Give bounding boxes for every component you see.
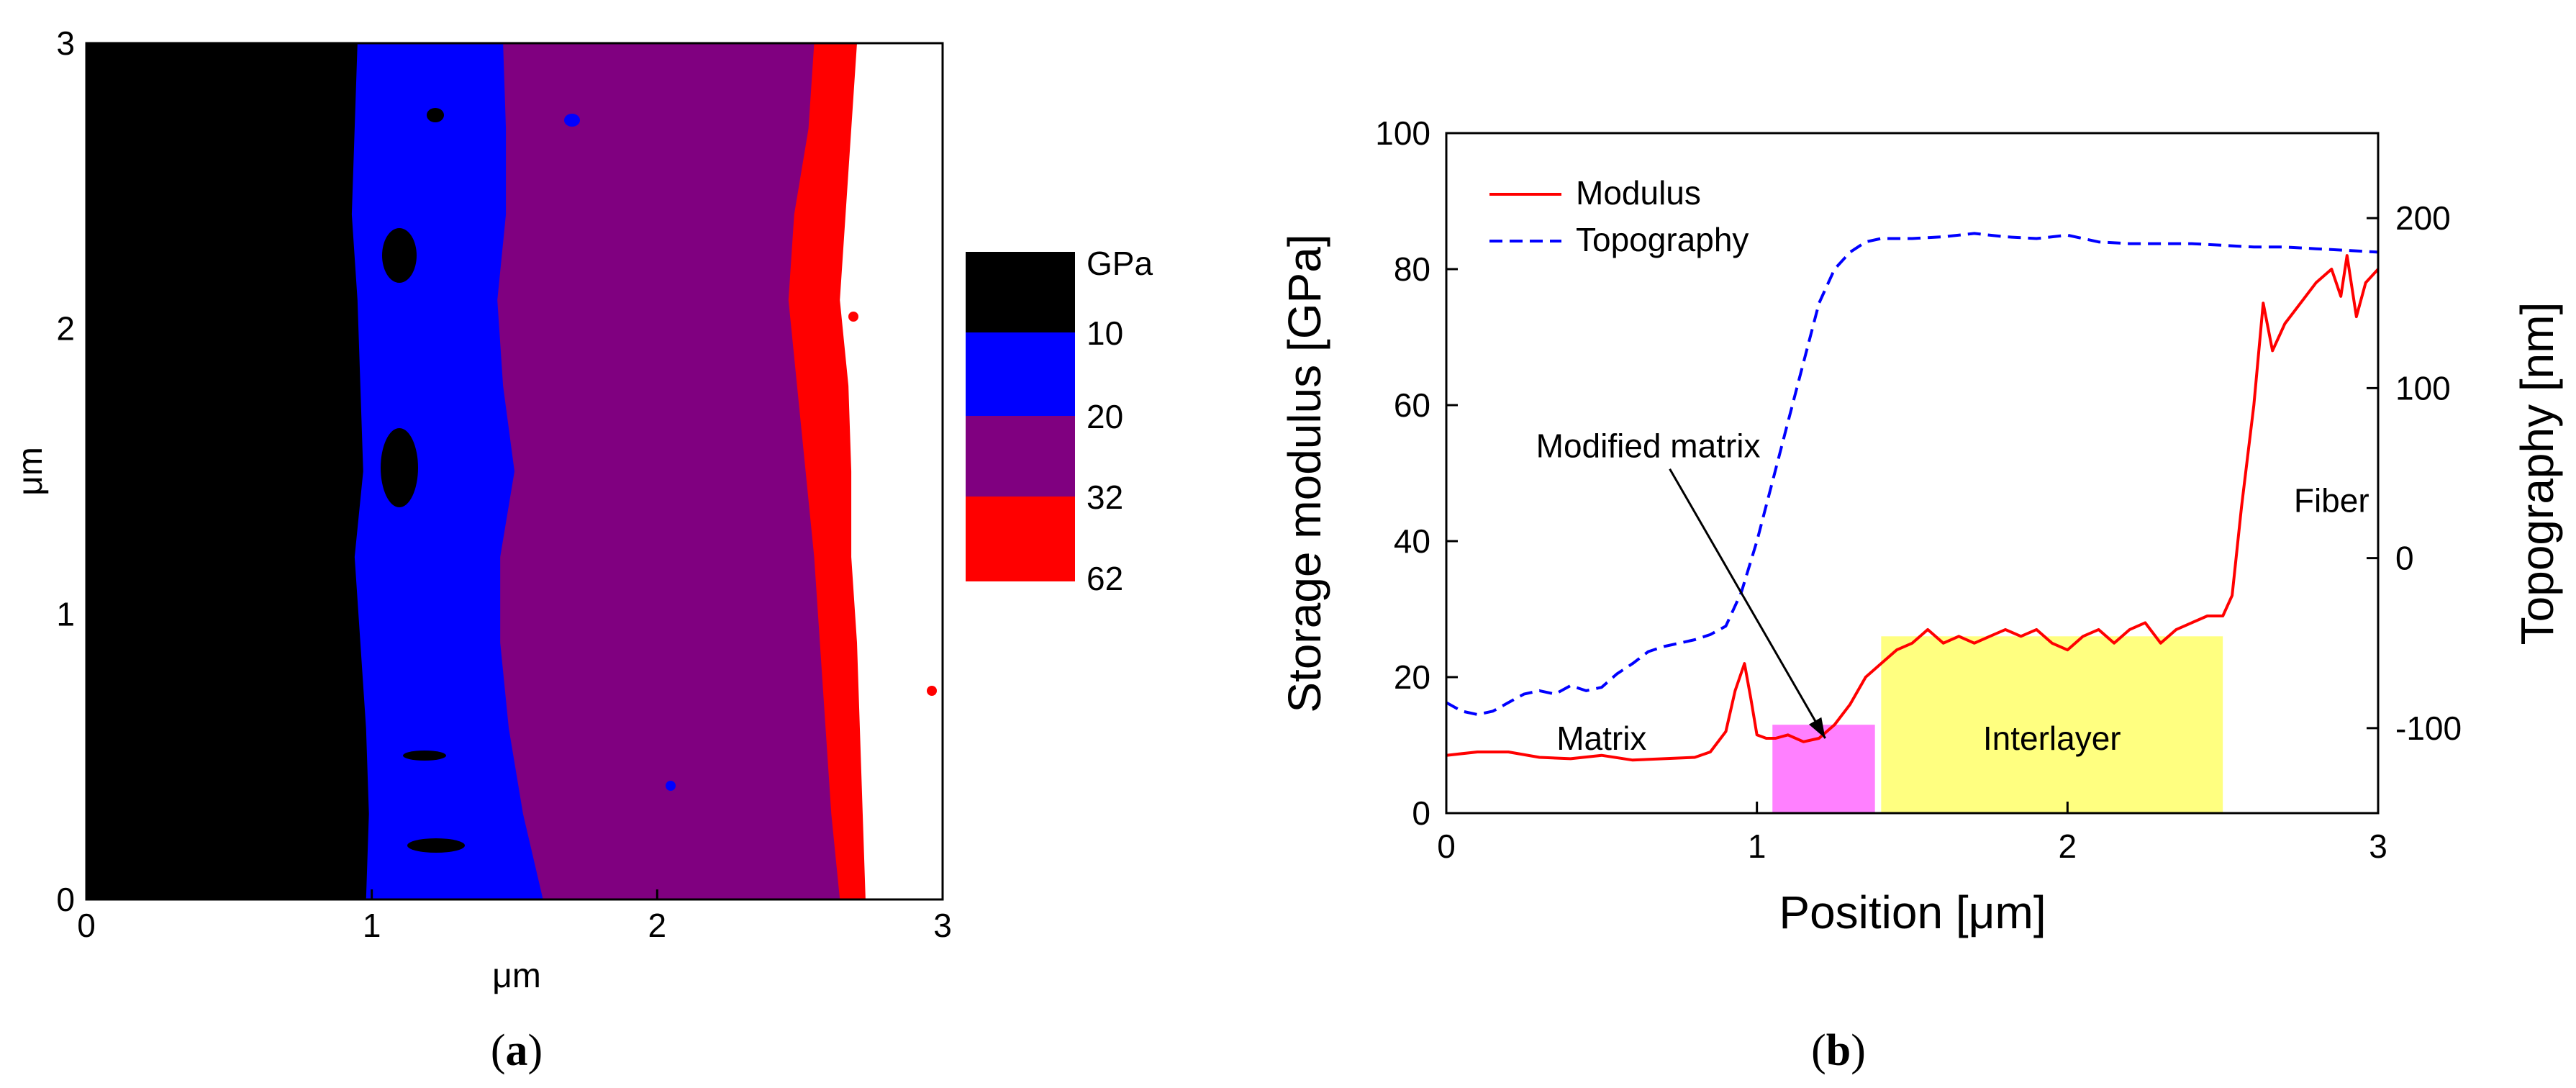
- y-tick-label: 100: [1375, 114, 1430, 152]
- shaded-regions: [1772, 636, 2223, 813]
- x-tick-label: 0: [77, 907, 96, 944]
- y-tick-label: 80: [1394, 250, 1430, 288]
- x-tick-label: 0: [1437, 828, 1456, 865]
- colorbar-bin-lt10: [966, 252, 1075, 332]
- shaded-region: [1772, 725, 1875, 813]
- linechart-axes: 0 1 2 3 0 20 40 60 80 100 -100 0 100 200: [1375, 114, 2462, 865]
- y2-tick-label: 200: [2395, 199, 2451, 237]
- panel-b-caption: (b): [1811, 1026, 1866, 1075]
- plot-frame: [1445, 132, 2380, 815]
- heatmap-patch: [381, 428, 418, 507]
- panel-b-linechart: 0 1 2 3 0 20 40 60 80 100 -100 0 100 200 Matrix Modifi…: [1279, 114, 2563, 938]
- heatmap-patch: [403, 751, 446, 761]
- annotation-arrow-line: [1669, 468, 1826, 739]
- heatmap-patch: [666, 781, 676, 791]
- heatmap-xlabel: μm: [492, 957, 541, 995]
- annotation-fiber: Fiber: [2294, 481, 2369, 519]
- colorbar-unit: GPa: [1087, 245, 1153, 282]
- heatmap-patch: [382, 228, 417, 283]
- colorbar-label: 32: [1087, 479, 1123, 516]
- y-tick-label: 0: [1412, 794, 1430, 832]
- x-tick-label: 2: [648, 907, 667, 944]
- y-tick-label: 60: [1394, 386, 1430, 424]
- heatmap-patch: [564, 114, 580, 127]
- annotation-modified-matrix: Modified matrix: [1536, 427, 1761, 465]
- x-tick-label: 3: [933, 907, 952, 944]
- y2-tick-label: -100: [2395, 710, 2462, 747]
- x-axis-label: Position [μm]: [1779, 887, 2046, 938]
- colorbar-label: 10: [1087, 314, 1123, 352]
- y-tick-label: 1: [56, 595, 75, 633]
- legend-label: Modulus: [1576, 174, 1701, 212]
- heatmap-patch: [848, 312, 858, 322]
- panel-a-heatmap: 0 1 2 3 0 1 2 3 μm μm: [12, 24, 952, 995]
- colorbar: GPa 10 20 32 62: [966, 245, 1153, 597]
- annotation-arrow-head: [1808, 717, 1826, 739]
- y2-axis-label: Topography [nm]: [2511, 302, 2563, 645]
- y-tick-label: 2: [56, 310, 75, 348]
- legend: Modulus Topography: [1489, 174, 1749, 258]
- x-tick-label: 1: [1748, 828, 1767, 865]
- series-group: [1446, 232, 2380, 762]
- y-tick-label: 20: [1394, 658, 1430, 696]
- shaded-region: [1881, 636, 2223, 813]
- panel-a-caption: (a): [491, 1026, 543, 1075]
- series-line-modulus: [1446, 254, 2380, 762]
- colorbar-label: 20: [1087, 398, 1123, 435]
- heatmap-ylabel: μm: [12, 447, 50, 496]
- heatmap-axes: 0 1 2 3 0 1 2 3: [56, 24, 951, 944]
- x-tick-label: 2: [2059, 828, 2077, 865]
- annotation-matrix: Matrix: [1556, 720, 1646, 757]
- series-line-topography: [1446, 232, 2379, 716]
- y2-tick-label: 100: [2395, 369, 2451, 407]
- x-tick-label: 1: [363, 907, 381, 944]
- annotations: Matrix Modified matrix Interlayer Fiber: [1536, 427, 2369, 757]
- heatmap-patch: [927, 686, 937, 696]
- y-tick-label: 3: [56, 24, 75, 62]
- heatmap-frame: [85, 42, 944, 901]
- y-tick-label: 40: [1394, 522, 1430, 560]
- heatmap-patch: [427, 108, 444, 122]
- annotation-interlayer: Interlayer: [1983, 720, 2121, 757]
- heatmap-patch: [407, 838, 465, 853]
- colorbar-bin-32-62: [966, 497, 1075, 581]
- colorbar-label: 62: [1087, 560, 1123, 597]
- y-axis-label: Storage modulus [GPa]: [1279, 234, 1330, 712]
- colorbar-bin-10-20: [966, 332, 1075, 416]
- legend-label: Topography: [1576, 221, 1749, 258]
- colorbar-bin-20-32: [966, 416, 1075, 497]
- x-tick-label: 3: [2369, 828, 2387, 865]
- heatmap-region-gt62: [840, 43, 943, 899]
- y-tick-label: 0: [56, 881, 75, 918]
- y2-tick-label: 0: [2395, 540, 2414, 577]
